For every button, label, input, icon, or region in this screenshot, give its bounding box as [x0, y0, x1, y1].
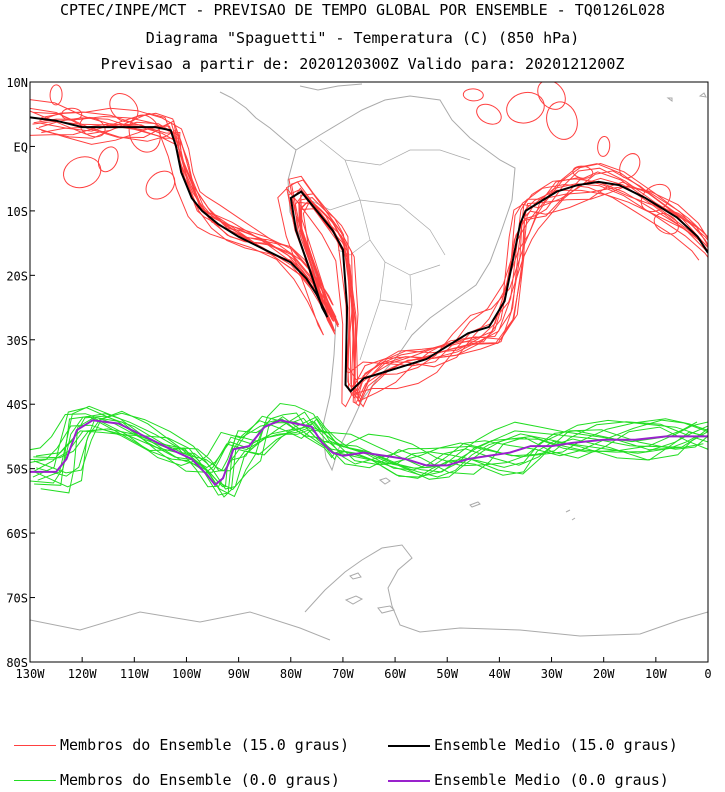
x-tick-label: 100W [172, 667, 202, 681]
x-tick-label: 30W [541, 667, 563, 681]
ensemble-member-15c-loop [462, 88, 484, 102]
legend-item-mean-0: Ensemble Medio (0.0 graus) [388, 771, 708, 791]
ensemble-mean-0c-line [30, 419, 708, 487]
x-tick-label: 110W [120, 667, 150, 681]
legend-label-mean-0: Ensemble Medio (0.0 graus) [434, 771, 669, 789]
ensemble-members-15c [30, 82, 708, 408]
ensemble-member-15c-loop [476, 103, 502, 125]
y-tick-label: EQ [14, 140, 28, 154]
legend-label-members-0: Membros do Ensemble (0.0 graus) [60, 771, 340, 789]
legend-swatch-mean-15 [388, 745, 430, 747]
ensemble-member-15c-line [41, 123, 708, 394]
south-georgia-coastline [469, 501, 481, 508]
x-tick-label: 70W [332, 667, 354, 681]
ensemble-member-0c-line [33, 410, 708, 488]
legend-item-members-0: Membros do Ensemble (0.0 graus) [14, 771, 374, 791]
plot-frame [29, 81, 709, 663]
y-tick-label: 60S [6, 527, 28, 541]
y-tick-label: 30S [6, 334, 28, 348]
central-america-coastline [219, 83, 363, 151]
ensemble-member-0c-line [40, 417, 708, 498]
ensemble-member-15c-loop [61, 107, 83, 121]
y-tick-label: 40S [6, 398, 28, 412]
ensemble-member-0c-line [35, 415, 708, 471]
ensemble-member-15c-loop [572, 165, 594, 179]
ensemble-member-15c-line [32, 120, 708, 404]
x-tick-label: 40W [489, 667, 511, 681]
falklands-coastline [378, 477, 391, 485]
legend-swatch-members-15 [14, 745, 56, 746]
ensemble-member-15c-line [33, 111, 708, 401]
legend-label-mean-15: Ensemble Medio (15.0 graus) [434, 736, 678, 754]
ensemble-member-15c-line [30, 110, 708, 399]
ensemble-member-15c-line [41, 107, 708, 381]
y-tick-label: 20S [6, 269, 28, 283]
x-tick-label: 20W [593, 667, 615, 681]
ensemble-member-15c-loop [63, 156, 102, 189]
ensemble-member-15c-line [38, 117, 708, 399]
x-tick-label: 90W [228, 667, 250, 681]
ensemble-member-15c-loop [640, 183, 671, 213]
ensemble-member-15c-loop [546, 101, 578, 140]
ensemble-member-0c-line [33, 416, 708, 491]
ensemble-member-15c-line [33, 115, 708, 397]
legend-item-members-15: Membros do Ensemble (15.0 graus) [14, 736, 374, 756]
country-borders [309, 139, 471, 361]
chart-subtitle: Diagrama "Spaguetti" - Temperatura (C) (… [145, 29, 580, 47]
antarctic-coast-west [30, 611, 331, 641]
legend-swatch-mean-0 [388, 780, 430, 782]
ensemble-mean-15c-line [30, 116, 708, 393]
forecast-dates: Previsao a partir de: 2020120300Z Valido… [100, 55, 625, 73]
ensemble-mean-lines [30, 116, 708, 487]
ensemble-member-15c-loop [597, 135, 611, 157]
ensemble-member-15c-line [30, 123, 700, 408]
x-tick-label: 120W [68, 667, 98, 681]
ensemble-member-0c-line [30, 412, 704, 488]
x-tick-label: 10W [645, 667, 667, 681]
ensemble-member-0c-line [36, 402, 708, 490]
chart-title: CPTEC/INPE/MCT - PREVISAO DE TEMPO GLOBA… [59, 1, 666, 19]
ensemble-member-15c-loop [653, 213, 679, 235]
ensemble-member-15c-loop [109, 93, 139, 123]
coastline-layer [30, 83, 708, 641]
y-tick-label: 70S [6, 592, 28, 606]
y-tick-label: 50S [6, 463, 28, 477]
ensemble-member-15c-line [40, 112, 708, 387]
ensemble-member-15c-loop [145, 170, 176, 200]
y-tick-label: 10S [6, 205, 28, 219]
x-tick-label: 80W [280, 667, 302, 681]
antarctic-islands [344, 92, 707, 614]
x-tick-label: 130W [16, 667, 46, 681]
ensemble-member-15c-loop [506, 91, 545, 124]
legend-item-mean-15: Ensemble Medio (15.0 graus) [388, 736, 708, 756]
y-tick-label: 80S [6, 656, 28, 670]
antarctic-peninsula-coastline [304, 544, 708, 637]
ensemble-member-15c-loop [537, 82, 566, 110]
ensemble-member-15c-line [39, 111, 708, 399]
y-tick-label: 10N [6, 76, 28, 90]
ensemble-member-15c-loop [49, 84, 63, 106]
ensemble-member-15c-loop [79, 116, 106, 138]
south-america-coastline [287, 95, 516, 472]
x-axis: 130W 120W 110W 100W 90W 80W 70W 60W 50W 40W 30W 20W… [16, 657, 712, 681]
ensemble-member-15c-loop [97, 146, 119, 173]
legend-swatch-members-0 [14, 780, 56, 781]
ensemble-members-0c [30, 402, 708, 498]
x-tick-label: 50W [436, 667, 458, 681]
legend-label-members-15: Membros do Ensemble (15.0 graus) [60, 736, 349, 754]
x-tick-label: 60W [384, 667, 406, 681]
x-tick-label: 0 [704, 667, 711, 681]
y-axis: 10N EQ 10S 20S 30S 40S 50S 60S 70S 80S [6, 76, 35, 670]
ensemble-member-15c-loop [619, 153, 641, 179]
spaghetti-map-chart: 130W 120W 110W 100W 90W 80W 70W 60W 50W 40W 30W 20W… [6, 76, 712, 681]
